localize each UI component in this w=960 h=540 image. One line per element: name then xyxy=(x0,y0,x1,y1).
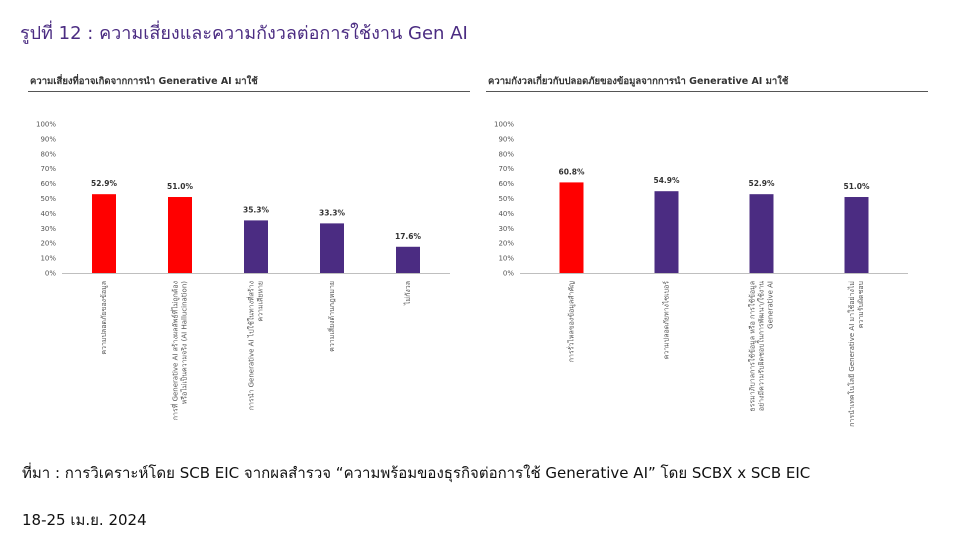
data-label: 33.3% xyxy=(319,208,346,217)
page-title: รูปที่ 12 : ความเสี่ยงและความกังวลต่อการ… xyxy=(20,23,468,44)
y-tick-label: 80% xyxy=(498,150,514,158)
y-tick-label: 20% xyxy=(498,240,514,248)
y-tick-label: 80% xyxy=(40,150,56,158)
y-tick-label: 40% xyxy=(498,210,514,218)
data-label: 35.3% xyxy=(243,205,270,214)
category-label: ความปลอดภัยทางไซเบอร์ xyxy=(662,281,671,360)
bar xyxy=(168,197,192,273)
y-tick-label: 50% xyxy=(498,195,514,203)
chart-title: ความเสี่ยงที่อาจเกิดจากการนำ Generative … xyxy=(30,76,258,87)
category-label: อย่างมีความรับผิดชอบในการพัฒนา/ใช้งาน xyxy=(757,281,766,411)
y-tick-label: 90% xyxy=(498,135,514,143)
category-label: ไม่กังวล xyxy=(403,281,412,306)
bar xyxy=(749,194,774,273)
title-divider xyxy=(486,91,928,92)
bar xyxy=(92,194,116,273)
data-label: 60.8% xyxy=(558,167,585,176)
category-label: ความเสียหาย xyxy=(257,281,265,322)
y-tick-label: 30% xyxy=(40,225,56,233)
category-label: ความเสี่ยงด้านกฎหมาย xyxy=(327,281,336,352)
y-tick-label: 70% xyxy=(40,165,56,173)
y-tick-label: 40% xyxy=(40,210,56,218)
data-label: 52.9% xyxy=(748,179,775,188)
y-tick-label: 10% xyxy=(40,255,56,263)
data-security-bar-chart: 0% 10% 20% 30% 40% 50% 60% 70% 80% 90% 100% 60.8% กา… xyxy=(494,121,908,427)
chart-title: ความกังวลเกี่ยวกับปลอดภัยของข้อมูลจากการ… xyxy=(488,76,789,87)
title-divider xyxy=(28,91,470,92)
bar xyxy=(244,220,268,273)
category-label: การนำ Generative AI ไปใช้ในทางที่สร้าง xyxy=(247,281,256,410)
y-tick-label: 10% xyxy=(498,255,514,263)
category-label: การที่ Generative AI สร้างผลลัพธ์ที่ไม่ถ… xyxy=(171,281,180,420)
category-label: Generative AI xyxy=(767,281,775,329)
y-tick-label: 50% xyxy=(40,195,56,203)
category-label: การรั่วไหลของข้อมูลสำคัญ xyxy=(567,281,576,362)
y-tick-label: 20% xyxy=(40,240,56,248)
category-label: ความปลอดภัยของข้อมูล xyxy=(100,281,108,355)
y-tick-label: 0% xyxy=(503,270,514,278)
data-label: 54.9% xyxy=(653,176,680,185)
risk-bar-chart: 0% 10% 20% 30% 40% 50% 60% 70% 80% 90% 100% 52.9% คว… xyxy=(36,121,450,420)
source-note: ที่มา : การวิเคราะห์โดย SCB EIC จากผลสำร… xyxy=(22,464,811,482)
data-label: 51.0% xyxy=(167,182,194,191)
y-tick-label: 100% xyxy=(494,121,514,129)
data-label: 17.6% xyxy=(395,232,422,241)
y-tick-label: 30% xyxy=(498,225,514,233)
bar xyxy=(844,197,869,273)
y-tick-label: 60% xyxy=(40,180,56,188)
data-security-chart-panel: ความกังวลเกี่ยวกับปลอดภัยของข้อมูลจากการ… xyxy=(476,70,928,450)
data-label: 51.0% xyxy=(843,182,870,191)
risk-chart-panel: ความเสี่ยงที่อาจเกิดจากการนำ Generative … xyxy=(18,70,470,450)
y-tick-label: 100% xyxy=(36,121,56,129)
category-label: หรือไม่เป็นความจริง (AI Hallucination) xyxy=(180,281,189,405)
y-tick-label: 70% xyxy=(498,165,514,173)
y-tick-label: 60% xyxy=(498,180,514,188)
category-label: การนำเทคโนโลยี Generative AI มาใช้อย่างไ… xyxy=(847,281,856,427)
category-label: ธรรมาภิบาลการใช้ข้อมูล หรือ การใช้ข้อมูล xyxy=(748,281,757,412)
y-tick-label: 90% xyxy=(40,135,56,143)
category-label: ความรับผิดชอบ xyxy=(857,281,865,328)
data-label: 52.9% xyxy=(91,179,118,188)
bar xyxy=(559,182,584,273)
bar xyxy=(396,246,420,273)
source-date: 18-25 เม.ย. 2024 xyxy=(22,511,147,529)
y-tick-label: 0% xyxy=(45,270,56,278)
bar xyxy=(654,191,679,273)
bar xyxy=(320,223,344,273)
